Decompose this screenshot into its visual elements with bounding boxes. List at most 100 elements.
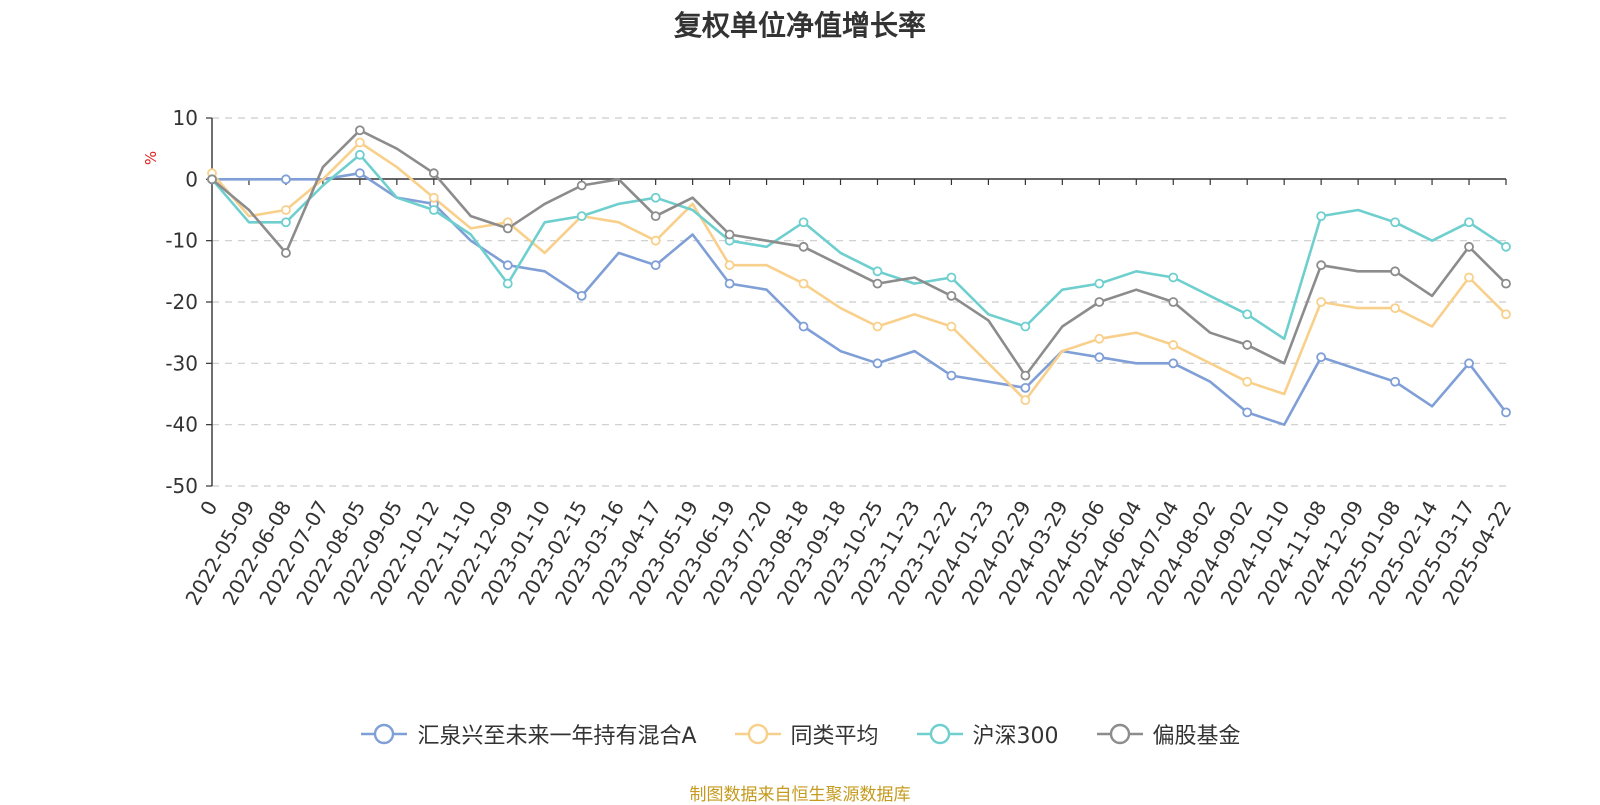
y-tick-label: -40 xyxy=(165,413,198,437)
data-point xyxy=(946,370,957,381)
data-point xyxy=(872,358,883,369)
data-point xyxy=(1464,272,1474,283)
data-point xyxy=(1020,370,1031,381)
legend-item[interactable]: 汇泉兴至未来一年持有混合A xyxy=(359,718,697,750)
y-tick-label: -30 xyxy=(165,351,198,375)
data-point xyxy=(946,321,957,332)
legend-marker xyxy=(929,723,950,745)
legend-marker xyxy=(1109,723,1130,745)
data-point xyxy=(281,217,291,228)
data-point xyxy=(946,290,957,301)
legend-label: 同类平均 xyxy=(790,724,879,749)
data-point xyxy=(650,260,661,271)
data-point xyxy=(1316,297,1327,307)
legend-symbol-icon xyxy=(916,723,963,745)
y-axis-label: % xyxy=(142,151,160,165)
y-tick-label: 10 xyxy=(173,106,198,130)
y-tick-label: -20 xyxy=(165,290,198,314)
data-point xyxy=(872,266,883,277)
data-point xyxy=(502,278,513,289)
data-point xyxy=(1168,340,1179,350)
data-point xyxy=(502,223,513,234)
data-point xyxy=(1390,217,1400,228)
legend-symbol-icon xyxy=(1096,723,1143,745)
data-point xyxy=(1242,309,1253,320)
data-point xyxy=(1316,352,1327,363)
legend: 汇泉兴至未来一年持有混合A 同类平均 沪深300 偏股基金 xyxy=(0,718,1600,750)
data-point xyxy=(428,168,439,179)
data-point xyxy=(1390,266,1400,277)
data-point xyxy=(1242,340,1253,350)
data-point xyxy=(281,248,291,258)
data-point xyxy=(1168,358,1179,369)
legend-label: 汇泉兴至未来一年持有混合A xyxy=(417,724,697,749)
data-point xyxy=(1094,297,1105,307)
data-point xyxy=(1094,278,1105,289)
data-point xyxy=(724,278,735,289)
data-point xyxy=(798,278,809,289)
legend-symbol-icon xyxy=(734,723,781,745)
data-point xyxy=(650,192,661,203)
data-point xyxy=(576,290,587,301)
data-point xyxy=(354,168,365,179)
data-point xyxy=(1464,241,1474,252)
data-point xyxy=(1168,272,1179,283)
series-line xyxy=(212,171,1508,426)
data-point xyxy=(724,229,735,240)
data-point xyxy=(724,260,735,271)
series-line xyxy=(211,129,1507,377)
legend-marker xyxy=(747,723,768,745)
data-point xyxy=(650,235,661,246)
data-point xyxy=(1242,407,1253,418)
source-note: 制图数据来自恒生聚源数据库 xyxy=(689,785,911,805)
y-tick-labels: 10 0 -10 -20 -30 -40 -50 xyxy=(165,106,198,498)
data-point xyxy=(1501,278,1511,289)
legend-item[interactable]: 沪深300 xyxy=(915,718,1059,750)
data-point xyxy=(354,125,365,136)
data-point xyxy=(576,211,587,222)
data-point xyxy=(798,217,809,228)
data-point xyxy=(1242,376,1253,387)
data-point xyxy=(576,180,587,191)
legend-item[interactable]: 同类平均 xyxy=(733,718,879,750)
data-point xyxy=(1316,211,1327,222)
y-tick-label: -50 xyxy=(165,474,198,498)
data-point xyxy=(872,321,883,332)
data-point xyxy=(1020,395,1031,406)
data-point xyxy=(1020,382,1031,393)
y-tick-label: -10 xyxy=(165,229,198,253)
data-point xyxy=(354,149,365,160)
series-line xyxy=(211,153,1507,341)
data-point xyxy=(281,205,291,215)
data-point xyxy=(1464,217,1474,228)
data-point xyxy=(428,192,439,203)
series-markers xyxy=(207,125,1511,418)
data-point xyxy=(281,174,291,185)
legend-label: 偏股基金 xyxy=(1152,724,1241,749)
series-line xyxy=(211,141,1507,402)
series-lines xyxy=(211,129,1508,426)
data-point xyxy=(798,321,809,332)
data-point xyxy=(428,205,439,215)
data-point xyxy=(1094,352,1105,363)
data-point xyxy=(650,211,661,222)
data-point xyxy=(1501,407,1511,418)
y-tick-label: 0 xyxy=(185,167,198,191)
data-point xyxy=(502,260,513,271)
data-point xyxy=(1390,303,1400,314)
legend-marker xyxy=(374,723,395,745)
data-point xyxy=(1501,309,1511,320)
data-point xyxy=(1316,260,1327,271)
data-point xyxy=(1390,376,1400,387)
data-point xyxy=(207,174,217,185)
chart-title: 复权单位净值增长率 xyxy=(673,9,926,42)
data-point xyxy=(1168,297,1179,307)
data-point xyxy=(1094,333,1105,344)
data-point xyxy=(946,272,957,283)
legend-item[interactable]: 偏股基金 xyxy=(1095,718,1241,750)
data-point xyxy=(798,241,809,252)
x-tick-label: 0 xyxy=(195,497,222,520)
data-point xyxy=(1020,321,1031,332)
data-point xyxy=(354,137,365,148)
